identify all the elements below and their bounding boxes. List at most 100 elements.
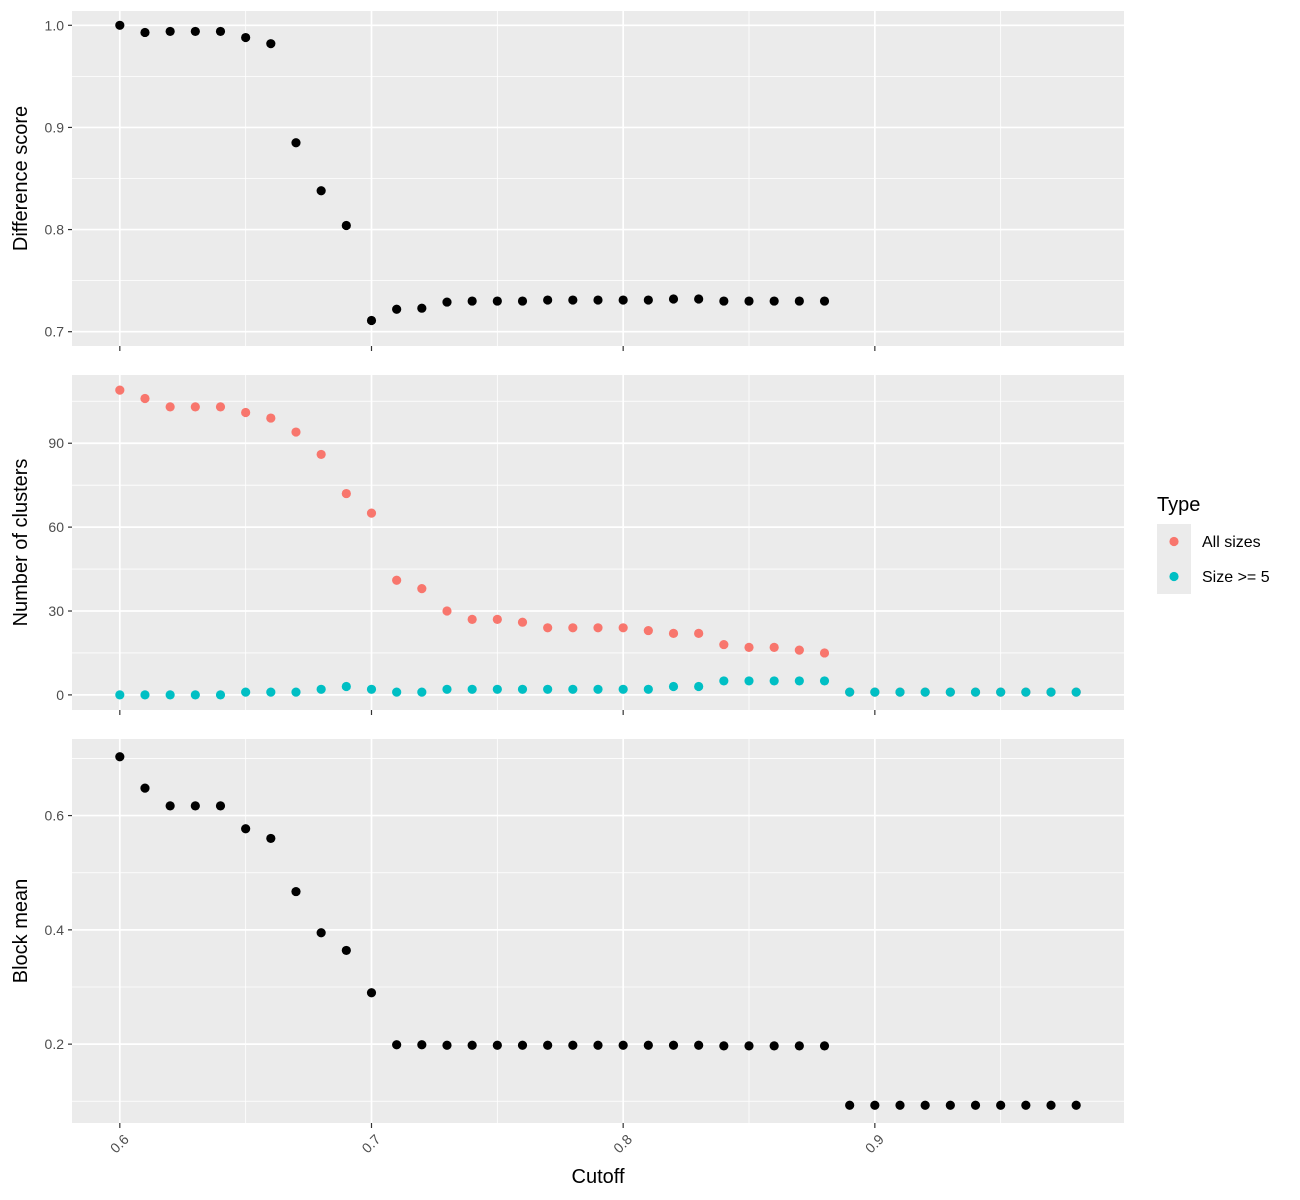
data-point — [819, 676, 830, 686]
data-point — [316, 186, 326, 196]
data-point — [417, 303, 427, 313]
data-point — [190, 801, 200, 811]
panel-background — [72, 739, 1124, 1123]
legend-title: Type — [1157, 494, 1200, 516]
legend-marker — [1169, 536, 1179, 547]
data-point — [593, 1040, 603, 1050]
data-point — [442, 1040, 452, 1050]
data-point — [719, 676, 729, 686]
data-point — [996, 1100, 1006, 1110]
data-point — [769, 1041, 779, 1051]
data-point — [945, 687, 955, 697]
data-point — [870, 687, 880, 697]
data-point — [970, 687, 981, 697]
data-point — [467, 296, 477, 306]
data-point — [366, 508, 377, 518]
data-point — [241, 32, 251, 43]
data-point — [492, 296, 502, 306]
data-point — [744, 296, 754, 306]
legend-item: Size >= 5 — [1157, 559, 1270, 594]
y-tick-label: 0.2 — [45, 1036, 65, 1052]
panel-background — [72, 375, 1124, 710]
data-point — [241, 687, 251, 697]
data-point — [165, 801, 175, 811]
data-point — [643, 684, 653, 694]
data-point — [140, 690, 150, 700]
data-point — [316, 928, 326, 938]
data-point — [769, 296, 779, 306]
panel-1: 0.7 0.8 0.9 1.0 Difference score — [10, 11, 1124, 351]
legend-marker — [1169, 571, 1179, 582]
data-point — [190, 402, 200, 412]
data-point — [266, 687, 276, 697]
legend-label: All sizes — [1202, 534, 1261, 551]
data-point — [895, 687, 905, 697]
data-point — [140, 393, 150, 404]
data-point — [568, 1040, 578, 1050]
data-point — [769, 642, 779, 652]
data-point — [492, 684, 502, 694]
data-point — [668, 294, 679, 304]
data-point — [1046, 687, 1056, 697]
data-point — [392, 1040, 402, 1050]
x-axis-title: Cutoff — [572, 1166, 625, 1188]
data-point — [694, 294, 704, 304]
data-point — [618, 623, 628, 633]
data-point — [442, 297, 452, 307]
data-point — [920, 1100, 930, 1110]
data-point — [794, 645, 804, 655]
data-point — [467, 614, 477, 624]
data-point — [668, 1040, 679, 1050]
data-point — [744, 642, 754, 652]
data-point — [492, 614, 502, 624]
data-point — [719, 1041, 729, 1051]
data-point — [316, 684, 326, 694]
data-point — [392, 687, 402, 697]
data-point — [341, 681, 351, 692]
data-point — [190, 26, 200, 37]
data-point — [492, 1040, 502, 1050]
data-point — [593, 623, 603, 633]
data-point — [870, 1100, 880, 1110]
y-axis-title: Number of clusters — [10, 459, 32, 627]
data-point — [1071, 1100, 1081, 1110]
data-point — [719, 296, 729, 306]
y-tick-label: 90 — [48, 435, 64, 451]
data-point — [819, 1041, 830, 1051]
data-point — [794, 676, 804, 686]
legend: Type All sizes Size >= 5 — [1157, 494, 1270, 594]
data-point — [593, 295, 603, 305]
data-point — [366, 315, 377, 326]
data-point — [794, 296, 804, 306]
data-point — [618, 684, 628, 694]
data-point — [316, 449, 326, 460]
x-tick-label: 0.8 — [610, 1131, 635, 1156]
data-point — [819, 648, 830, 658]
data-point — [694, 681, 704, 692]
data-point — [719, 639, 729, 650]
data-point — [115, 752, 125, 762]
data-point — [543, 1040, 553, 1050]
data-point — [744, 1041, 754, 1051]
legend-label: Size >= 5 — [1202, 569, 1270, 586]
data-point — [215, 801, 226, 811]
data-point — [190, 690, 200, 700]
data-point — [467, 684, 477, 694]
data-point — [543, 623, 553, 633]
data-point — [643, 295, 653, 305]
data-point — [165, 402, 175, 412]
panel-2: 0 30 60 90 Number of clusters — [10, 375, 1124, 715]
series-size-5 — [115, 676, 1081, 700]
data-point — [291, 427, 301, 437]
data-point — [744, 676, 754, 686]
data-point — [266, 833, 276, 844]
x-tick-label: 0.9 — [862, 1131, 887, 1156]
data-point — [165, 26, 175, 37]
data-point — [417, 1040, 427, 1050]
y-tick-label: 0 — [56, 687, 64, 703]
data-point — [568, 684, 578, 694]
data-point — [291, 138, 301, 148]
y-tick-label: 60 — [48, 519, 64, 535]
data-point — [543, 295, 553, 305]
